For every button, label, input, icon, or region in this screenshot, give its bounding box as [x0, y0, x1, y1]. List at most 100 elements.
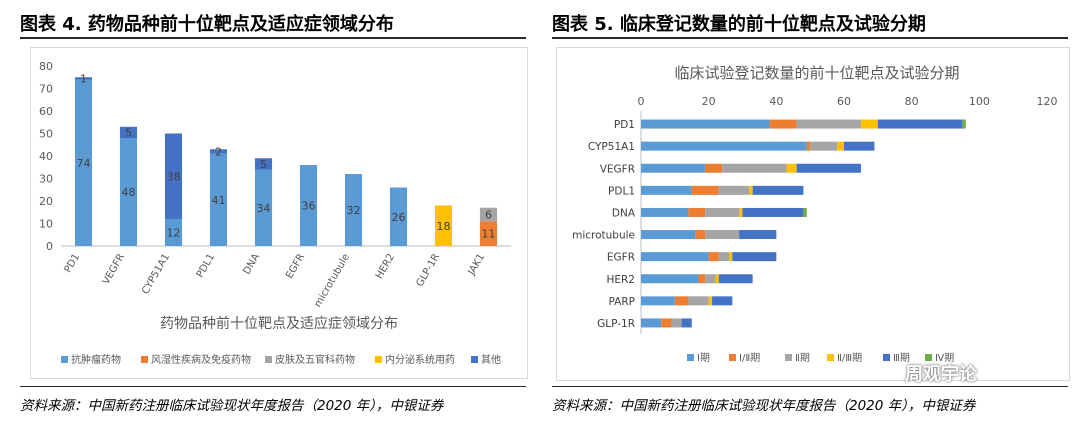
x-tick-label: 60 [837, 95, 851, 108]
category-label: GLP-1R [597, 318, 635, 330]
watermark-text: 周观宇论 [905, 364, 977, 385]
legend-label: Ⅲ期 [893, 352, 910, 364]
bar-segment [877, 119, 963, 129]
figure-4-bottom-rule [20, 386, 526, 387]
bar-segment [688, 207, 706, 217]
category-label: HER2 [606, 274, 635, 286]
bar-data-label: 5 [125, 126, 132, 139]
category-label: PD1 [614, 119, 635, 131]
legend-swatch [785, 354, 792, 361]
figure-5-bottom-rule [552, 386, 1068, 387]
chart-4-panel: 0 10 20 30 40 50 60 70 80 74 1 PD1 48 5 VEGFR 12 38 CYP51… [30, 47, 528, 379]
bar-segment [739, 230, 777, 240]
category-tick-label: EGFR [284, 252, 307, 281]
bar-data-label: 32 [347, 204, 361, 217]
x-tick-label: 0 [638, 95, 645, 108]
bar-data-label: 38 [167, 170, 181, 183]
legend-label: 抗肿瘤药物 [71, 353, 121, 366]
bar-segment [209, 153, 228, 246]
legend-swatch [827, 354, 834, 361]
bar-segment [718, 274, 753, 284]
bar-data-label: 6 [485, 209, 492, 222]
bar-segment [749, 185, 753, 195]
bar-segment [74, 77, 93, 80]
bar-data-label: 18 [437, 220, 451, 233]
legend-label: 风湿性疾病及免疫药物 [151, 353, 251, 366]
bar-data-label: 36 [302, 200, 316, 213]
bar-segment [962, 119, 966, 129]
x-tick-label: 20 [702, 95, 716, 108]
category-tick-label: DNA [242, 252, 263, 277]
y-tick-label: 30 [39, 173, 53, 186]
bar-segment [434, 205, 453, 246]
bar-segment [119, 126, 138, 138]
bar-segment [74, 79, 93, 246]
figure-5-source: 资料来源：中国新药注册临床试验现状年度报告（2020 年），中银证券 [552, 398, 976, 414]
figure-5-heading: 图表 5. 临床登记数量的前十位靶点及试验分期 [552, 14, 926, 35]
legend-swatch [265, 356, 272, 363]
category-label: microtubule [572, 230, 635, 242]
bar-segment [844, 141, 875, 151]
category-tick-label: PDL1 [195, 252, 217, 280]
bar-segment [688, 296, 709, 306]
bar-segment [479, 207, 498, 222]
bar-data-label: 11 [482, 228, 496, 241]
bar-segment [691, 185, 719, 195]
figure-4-source: 资料来源：中国新药注册临床试验现状年度报告（2020 年），中银证券 [20, 398, 444, 414]
category-tick-label: GLP-1R [415, 252, 443, 289]
bar-segment [119, 138, 138, 246]
category-tick-label: VEGFR [101, 252, 127, 287]
legend-swatch [883, 354, 890, 361]
bar-data-label: 48 [122, 186, 136, 199]
bar-segment [786, 163, 797, 173]
bar-segment [722, 163, 787, 173]
category-label: CYP51A1 [588, 141, 635, 153]
category-label: PARP [609, 296, 635, 308]
bar-data-label: 34 [257, 202, 271, 215]
y-tick-label: 40 [39, 150, 53, 163]
bar-segment [641, 230, 696, 240]
bar-segment [641, 252, 709, 262]
figure-5-top-rule [552, 37, 1068, 39]
bar-segment [641, 207, 689, 217]
y-tick-label: 80 [39, 60, 53, 73]
bar-segment [299, 165, 318, 246]
category-label: VEGFR [600, 163, 635, 175]
bar-data-label: 41 [212, 194, 226, 207]
category-tick-label: CYP51A1 [140, 252, 172, 296]
legend-swatch [687, 354, 694, 361]
bar-segment [728, 252, 733, 262]
bar-segment [752, 185, 804, 195]
chart-4-title: 药物品种前十位靶点及适应症领域分布 [160, 315, 398, 332]
legend-label: Ⅱ/Ⅲ期 [837, 352, 862, 364]
bar-segment [718, 252, 729, 262]
y-tick-label: 10 [39, 218, 53, 231]
y-tick-label: 20 [39, 195, 53, 208]
bar-segment [254, 169, 273, 246]
y-tick-label: 70 [39, 83, 53, 96]
bar-data-label: 12 [167, 227, 181, 240]
bar-segment [698, 274, 706, 284]
legend-label: Ⅱ期 [795, 352, 810, 364]
bar-segment [641, 318, 662, 328]
legend-swatch [61, 356, 68, 363]
bar-segment [769, 119, 797, 129]
legend-label: 皮肤及五官科药物 [275, 353, 355, 366]
bar-segment [641, 185, 692, 195]
bar-segment [344, 174, 363, 246]
chart-4-svg: 0 10 20 30 40 50 60 70 80 74 1 PD1 48 5 VEGFR 12 38 CYP51… [39, 60, 511, 366]
bar-data-label: 5 [260, 158, 267, 171]
x-tick-label: 40 [769, 95, 783, 108]
bar-segment [695, 230, 706, 240]
bar-segment [860, 119, 878, 129]
bar-data-label: 2 [215, 146, 222, 159]
bar-segment [708, 252, 719, 262]
bar-segment [641, 296, 675, 306]
bar-segment [715, 274, 719, 284]
bar-segment [708, 296, 713, 306]
bar-segment [671, 318, 682, 328]
bar-data-label: 74 [77, 157, 91, 170]
bar-segment [209, 149, 228, 154]
category-tick-label: PD1 [63, 252, 83, 275]
category-tick-label: JAK1 [466, 252, 487, 278]
